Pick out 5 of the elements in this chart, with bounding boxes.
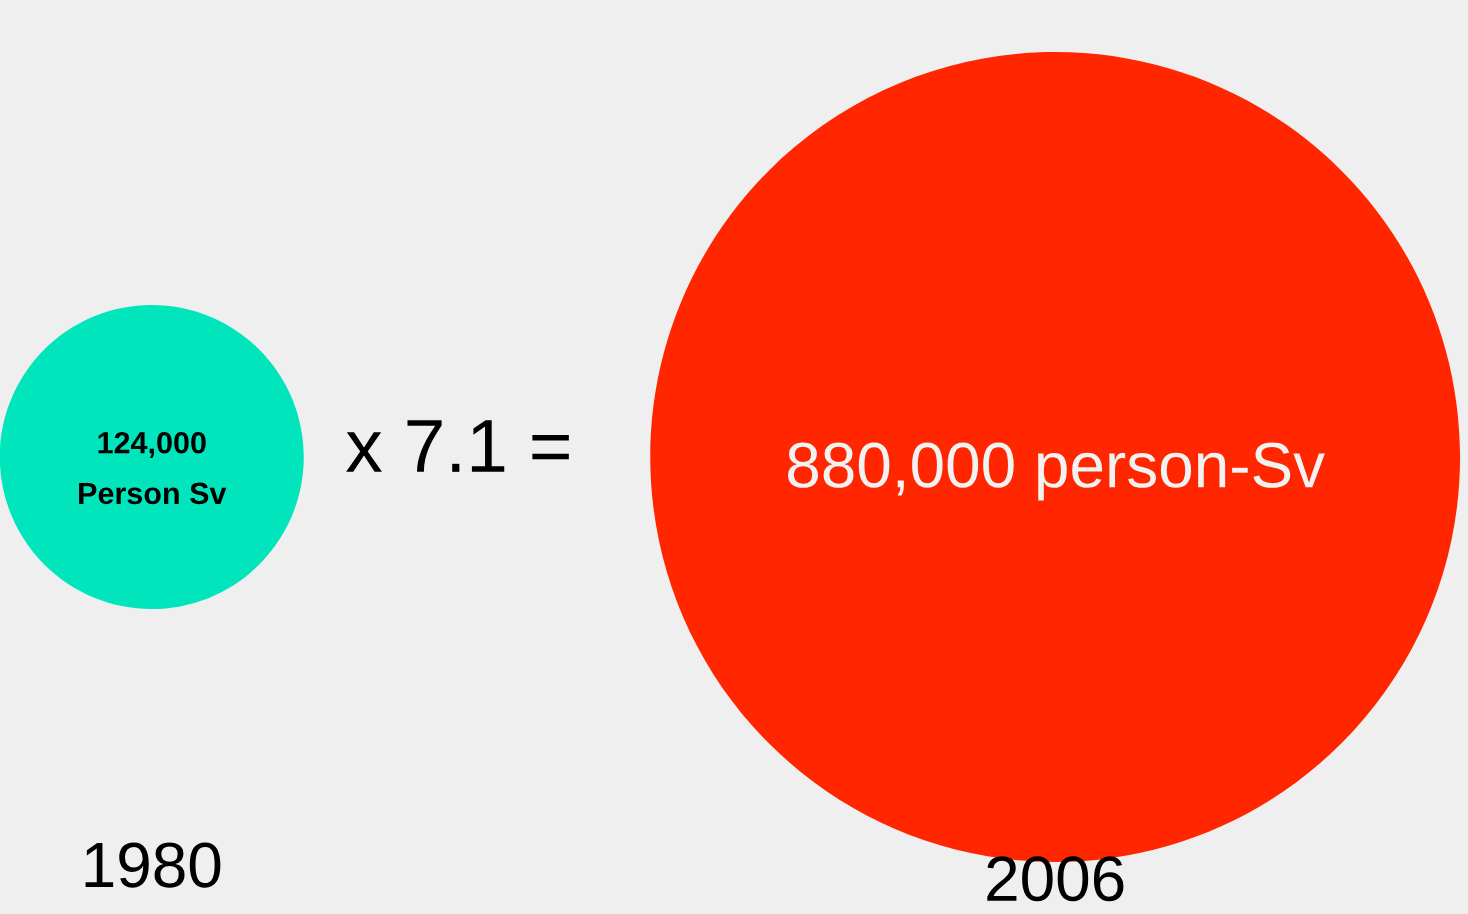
data-label: 124,000 Person Sv [79, 431, 227, 505]
category-label: 2006 [987, 856, 1124, 902]
data-label: 880,000 person-Sv [788, 442, 1325, 501]
text: x 7.1 = [346, 420, 569, 472]
category-label: 1980 [85, 842, 221, 888]
